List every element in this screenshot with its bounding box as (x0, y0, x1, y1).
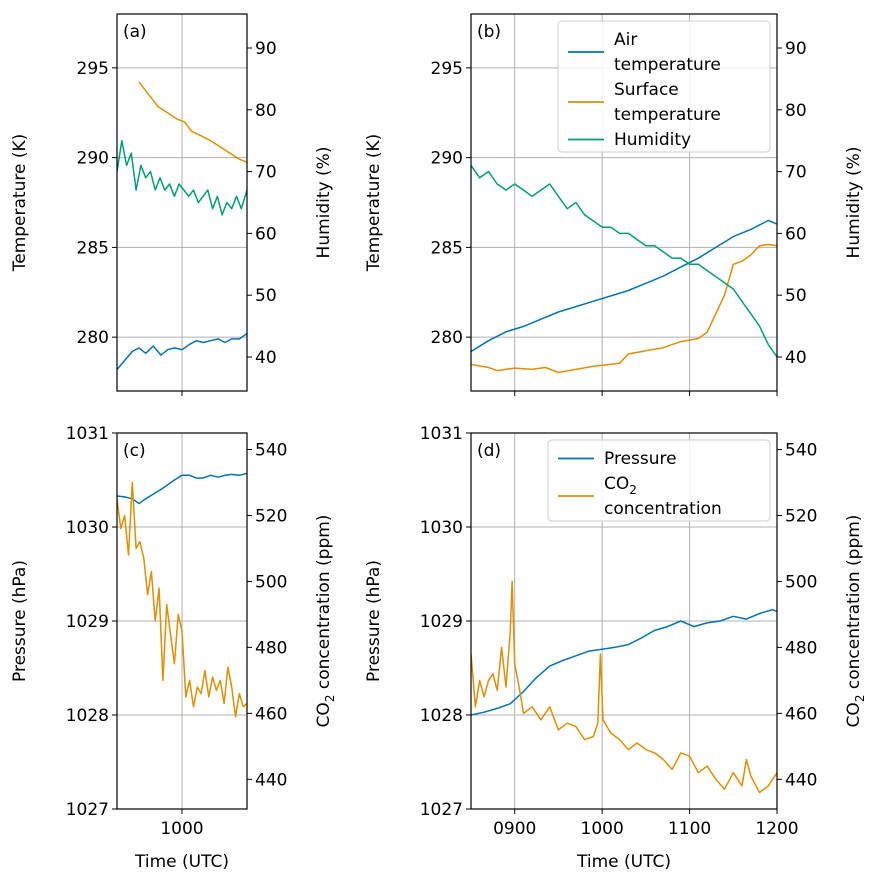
y-tick-label-right: 540 (785, 440, 817, 460)
y-tick-label-right: 440 (255, 770, 287, 790)
series-line-co2-concentration (117, 481, 247, 718)
series-group (117, 81, 247, 370)
y-axis-label-right: Humidity (%) (314, 147, 334, 259)
panel-d: 1027 1028 1029 1030 1031 440 460 480 500 520 540 09… (364, 424, 867, 872)
y-axis-label-left: Temperature (K) (10, 134, 30, 273)
y-tick-label-left: 295 (77, 59, 109, 79)
y-tick-label-right: 60 (785, 224, 807, 244)
y-tick-label-left: 285 (431, 238, 463, 258)
x-axis-label: Time (UTC) (134, 852, 229, 872)
series-group (471, 580, 777, 794)
y-tick-label-right: 480 (785, 638, 817, 658)
x-tick-label: 0900 (493, 819, 536, 839)
y-axis-label-left: Pressure (hPa) (364, 560, 384, 682)
legend-label: Pressure (604, 449, 677, 469)
series-line-air-temperature (117, 332, 247, 370)
series-line-pressure (117, 472, 247, 505)
series-group (117, 472, 247, 718)
series-line-pressure (471, 608, 777, 716)
y-tick-label-right: 480 (255, 638, 287, 658)
legend-label: Surface (614, 80, 679, 100)
panel-b: 280 285 290 295 40 50 60 70 80 90 (b) Temperature (… (364, 13, 864, 396)
panel-c: 1027 1028 1029 1030 1031 440 460 480 500 520 540 10… (10, 424, 337, 872)
y-tick-label-left: 285 (77, 238, 109, 258)
y-tick-label-right: 520 (255, 506, 287, 526)
x-tick-label: 1000 (581, 819, 624, 839)
legend-box (547, 439, 771, 522)
legend-label: Humidity (614, 130, 691, 150)
panel-label: (c) (123, 441, 146, 461)
y-tick-label-right: 90 (255, 39, 277, 59)
y-tick-label-left: 1028 (420, 706, 463, 726)
y-tick-label-right: 460 (255, 704, 287, 724)
y-tick-label-left: 1029 (420, 612, 463, 632)
panel-label: (a) (123, 22, 147, 42)
series-line-surface-temperature (471, 243, 777, 374)
panel-label: (b) (477, 22, 501, 42)
panel-a: 280 285 290 295 40 50 60 70 80 90 (a) Temperature (… (10, 13, 334, 396)
x-tick-label: 1200 (755, 819, 798, 839)
y-tick-label-right: 50 (785, 286, 807, 306)
y-tick-label-left: 1031 (66, 424, 109, 444)
legend: Air temperature Surface temperature Humidity (557, 20, 771, 153)
y-tick-label-right: 520 (785, 506, 817, 526)
y-tick-label-right: 460 (785, 704, 817, 724)
y-tick-label-left: 1030 (66, 518, 109, 538)
y-tick-label-left: 280 (77, 328, 109, 348)
y-tick-label-left: 1027 (420, 800, 463, 820)
y-tick-label-right: 70 (255, 163, 277, 183)
y-tick-label-left: 1027 (66, 800, 109, 820)
y-tick-label-right: 40 (785, 348, 807, 368)
series-group (471, 164, 777, 374)
y-tick-label-right: 40 (255, 348, 277, 368)
legend-label: temperature (614, 55, 721, 75)
y-tick-label-right: 90 (785, 39, 807, 59)
legend-label: concentration (604, 499, 722, 519)
y-axis-label-left: Pressure (hPa) (10, 560, 30, 682)
y-tick-label-right: 540 (255, 440, 287, 460)
series-line-surface-temperature (138, 81, 247, 163)
y-axis-label-right: CO2 concentration (ppm) (844, 515, 867, 728)
y-tick-label-right: 70 (785, 163, 807, 183)
y-tick-label-right: 500 (785, 572, 817, 592)
y-tick-label-left: 280 (431, 328, 463, 348)
legend-label: temperature (614, 105, 721, 125)
y-tick-label-right: 80 (255, 101, 277, 121)
y-tick-label-left: 290 (431, 149, 463, 169)
panel-label: (d) (477, 441, 501, 461)
x-axis-label: Time (UTC) (576, 852, 671, 872)
y-axis-label-left: Temperature (K) (364, 134, 384, 273)
y-tick-label-right: 50 (255, 286, 277, 306)
y-tick-label-left: 1031 (420, 424, 463, 444)
legend-box (557, 20, 771, 153)
x-tick-label: 1000 (160, 819, 203, 839)
y-tick-label-right: 60 (255, 224, 277, 244)
axes-frame (470, 13, 778, 392)
y-tick-label-left: 1030 (420, 518, 463, 538)
series-line-humidity (117, 139, 247, 216)
series-line-co2-concentration (471, 580, 777, 794)
x-tick-label: 1100 (668, 819, 711, 839)
legend-label: Air (614, 30, 637, 50)
y-axis-label-right: Humidity (%) (844, 147, 864, 259)
y-tick-label-right: 440 (785, 770, 817, 790)
y-tick-label-left: 290 (77, 149, 109, 169)
y-axis-label-right: CO2 concentration (ppm) (314, 515, 337, 728)
y-tick-label-left: 1028 (66, 706, 109, 726)
y-tick-label-left: 1029 (66, 612, 109, 632)
y-tick-label-right: 500 (255, 572, 287, 592)
legend-label: CO2 (604, 474, 637, 497)
series-line-air-temperature (471, 219, 777, 353)
y-tick-label-right: 80 (785, 101, 807, 121)
y-tick-label-left: 295 (431, 59, 463, 79)
series-line-humidity (471, 164, 777, 358)
